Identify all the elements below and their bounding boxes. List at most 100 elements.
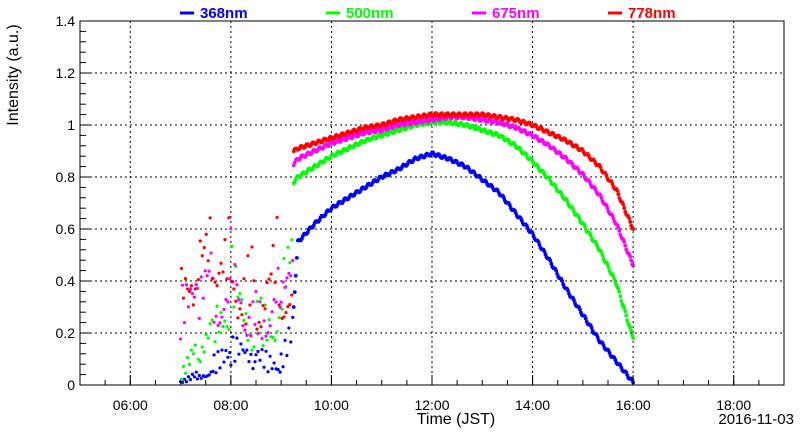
series-500nm: [179, 118, 636, 382]
data-point: [188, 378, 193, 382]
data-point: [247, 359, 251, 364]
data-point: [181, 296, 186, 300]
data-point: [284, 311, 288, 315]
data-point: [617, 289, 622, 294]
data-point: [187, 363, 192, 367]
data-point: [234, 299, 238, 303]
data-point: [583, 316, 588, 321]
legend-label: 368nm: [200, 5, 248, 22]
series-368nm: [178, 150, 636, 385]
data-point: [187, 289, 192, 294]
data-point: [600, 253, 605, 258]
data-point: [605, 262, 610, 267]
legend-item-500nm: 500nm: [326, 5, 394, 22]
data-point: [537, 243, 542, 247]
data-point: [215, 284, 219, 288]
data-point: [250, 245, 254, 249]
data-point: [213, 340, 217, 344]
data-point: [272, 361, 276, 365]
data-point: [224, 348, 228, 353]
data-point: [595, 335, 600, 340]
data-point: [253, 360, 257, 364]
data-point: [264, 334, 268, 338]
data-point: [233, 359, 237, 363]
data-point: [578, 307, 582, 312]
data-point: [204, 232, 208, 236]
data-point: [272, 297, 276, 302]
data-point: [245, 348, 249, 352]
data-point: [190, 291, 194, 296]
data-point: [290, 238, 294, 242]
data-point: [191, 352, 195, 356]
data-point: [275, 215, 279, 220]
data-point: [582, 224, 587, 228]
ticks: 06:00 08:00 10:00 12:00 14:00 16:00 18:00 0 0.2 0…: [56, 13, 785, 413]
data-point: [221, 270, 225, 274]
x-tick-label: 18:00: [716, 397, 751, 413]
data-point: [194, 282, 198, 287]
data-point: [281, 365, 285, 369]
data-point: [271, 335, 275, 340]
data-point: [273, 280, 277, 284]
data-point: [192, 295, 196, 299]
data-point: [290, 293, 294, 297]
data-point: [224, 298, 228, 302]
data-point: [629, 258, 634, 263]
data-point: [213, 280, 217, 284]
data-point: [243, 328, 247, 332]
data-point: [210, 277, 214, 281]
data-point: [226, 300, 230, 304]
data-point: [232, 305, 236, 309]
data-point: [629, 328, 634, 333]
data-point: [199, 275, 203, 279]
data-point: [565, 198, 569, 203]
data-point: [261, 304, 265, 308]
data-point: [196, 277, 200, 282]
data-point: [222, 360, 226, 364]
data-point: [226, 355, 230, 359]
data-point: [261, 344, 265, 348]
data-point: [278, 370, 282, 374]
data-point: [194, 370, 198, 374]
data-point: [225, 277, 229, 281]
data-point: [286, 245, 290, 249]
data-point: [289, 340, 293, 344]
data-point: [287, 271, 291, 275]
data-point: [227, 327, 231, 332]
data-point: [219, 261, 223, 265]
legend-label: 675nm: [492, 5, 540, 22]
data-point: [188, 287, 193, 291]
data-point: [225, 325, 229, 329]
data-point: [283, 338, 287, 342]
data-point: [218, 321, 222, 325]
data-point: [180, 380, 185, 385]
data-point: [630, 333, 635, 337]
data-point: [204, 333, 208, 337]
data-point: [612, 277, 617, 282]
data-point: [259, 325, 263, 329]
data-point: [255, 327, 259, 331]
data-point: [243, 350, 247, 355]
data-point: [217, 330, 221, 334]
data-point: [202, 350, 206, 354]
x-tick-label: 14:00: [515, 397, 550, 413]
data-point: [232, 287, 236, 291]
data-point: [245, 333, 249, 337]
data-point: [288, 261, 292, 265]
data-point: [616, 286, 621, 291]
data-point: [216, 323, 220, 327]
data-point: [216, 349, 220, 354]
data-point: [178, 337, 183, 341]
data-point: [236, 316, 240, 320]
data-point: [192, 375, 196, 379]
data-point: [628, 325, 633, 330]
data-point: [181, 364, 186, 368]
data-point: [257, 320, 261, 324]
data-point: [235, 283, 239, 287]
series-layer: [178, 111, 636, 385]
data-point: [230, 279, 234, 283]
data-point: [229, 363, 233, 367]
data-point: [548, 258, 553, 263]
data-point: [266, 370, 270, 374]
data-point: [231, 335, 235, 339]
